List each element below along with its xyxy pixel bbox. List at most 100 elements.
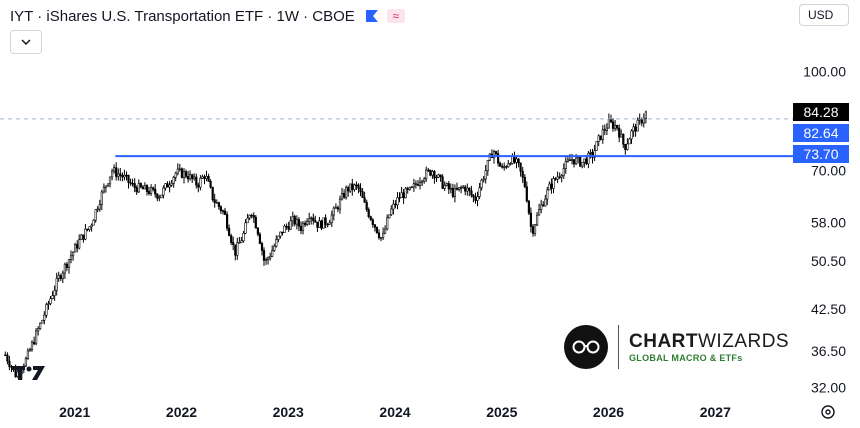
wave-icon[interactable]: ≈ (386, 9, 405, 23)
candle (357, 183, 360, 194)
candlestick-series (4, 110, 647, 380)
candle-body (297, 219, 301, 227)
collapse-legend-button[interactable] (10, 30, 42, 54)
candle (597, 134, 600, 147)
flag-icon[interactable] (365, 9, 379, 23)
candle (383, 225, 387, 235)
candle-body (187, 176, 190, 180)
candle (622, 133, 625, 148)
candle-body (67, 259, 71, 268)
candle (451, 183, 455, 199)
candle-body (404, 188, 407, 199)
candle (55, 272, 58, 296)
candle-body (521, 170, 524, 178)
candle-body (277, 235, 280, 240)
currency-select[interactable]: USD (799, 4, 849, 26)
candle (250, 213, 253, 219)
candle-body (581, 161, 584, 167)
candle-body (158, 197, 161, 199)
candle-body (176, 168, 179, 174)
candle (135, 185, 138, 195)
candle-body (256, 227, 260, 235)
candle-body (182, 171, 186, 178)
candle (293, 214, 296, 227)
candle-body (113, 167, 116, 172)
candle (338, 195, 342, 214)
candle-body (143, 185, 147, 190)
candle-body (293, 216, 296, 225)
candle-body (137, 183, 140, 193)
candle (106, 183, 110, 187)
candle-body (394, 203, 397, 206)
candle-body (51, 295, 54, 300)
candle (266, 256, 270, 265)
candle (607, 113, 610, 129)
candle (111, 168, 114, 181)
candle-body (351, 183, 354, 190)
candle (412, 178, 416, 192)
candle (503, 162, 506, 171)
candle-body (111, 170, 114, 178)
candle (351, 178, 354, 196)
candle-body (127, 174, 130, 183)
candle-body (603, 129, 606, 131)
candle-body (74, 244, 77, 253)
candle-body (638, 118, 641, 121)
x-axis[interactable]: 2021 2022 2023 2024 2025 2026 2027 (59, 404, 731, 420)
candle (189, 170, 192, 181)
candle-body (90, 224, 93, 228)
candle-body (47, 303, 50, 305)
candle-body (180, 168, 184, 178)
candle (336, 205, 340, 213)
candle (178, 163, 181, 172)
candle (164, 183, 167, 191)
candle-body (234, 244, 237, 256)
candle (404, 186, 407, 199)
candle-body (258, 233, 262, 244)
candle (363, 191, 366, 203)
candle-body (312, 217, 315, 222)
candle (527, 199, 530, 215)
candle (359, 183, 362, 197)
candle-body (583, 158, 586, 163)
candle (49, 296, 52, 306)
candle (418, 177, 422, 190)
candle (264, 257, 268, 265)
candle-body (503, 166, 506, 168)
candle (447, 181, 450, 194)
candle-body (168, 184, 171, 188)
candle-body (69, 255, 73, 260)
candle (515, 156, 518, 169)
candle-body (429, 169, 432, 176)
candle (521, 166, 524, 183)
candle-body (599, 135, 602, 140)
candle (443, 181, 446, 191)
candle (416, 180, 420, 187)
y-axis[interactable]: 100.00 70.00 58.00 50.50 42.50 36.50 32.00 (803, 63, 846, 395)
candle (394, 200, 397, 209)
candle-body (164, 183, 167, 189)
candle (248, 214, 251, 221)
candle-body (262, 250, 266, 261)
x-tick-label: 2026 (593, 404, 624, 420)
brand-name: CHARTWIZARDS (629, 331, 790, 352)
candle-body (141, 186, 145, 190)
candle-body (427, 169, 430, 172)
candle (147, 186, 151, 196)
candle-body (365, 201, 368, 210)
candle (425, 166, 428, 182)
candle-body (279, 231, 282, 237)
candle-body (457, 187, 461, 190)
candle (552, 176, 555, 194)
candle-body (447, 183, 450, 190)
settings-icon[interactable] (820, 404, 836, 420)
candle (305, 218, 309, 227)
candle (32, 336, 36, 346)
candle-body (601, 129, 604, 140)
candle-body (8, 360, 11, 367)
candle (572, 159, 576, 168)
candle-body (494, 151, 498, 155)
candle-body (482, 178, 485, 181)
candle-body (379, 237, 383, 239)
